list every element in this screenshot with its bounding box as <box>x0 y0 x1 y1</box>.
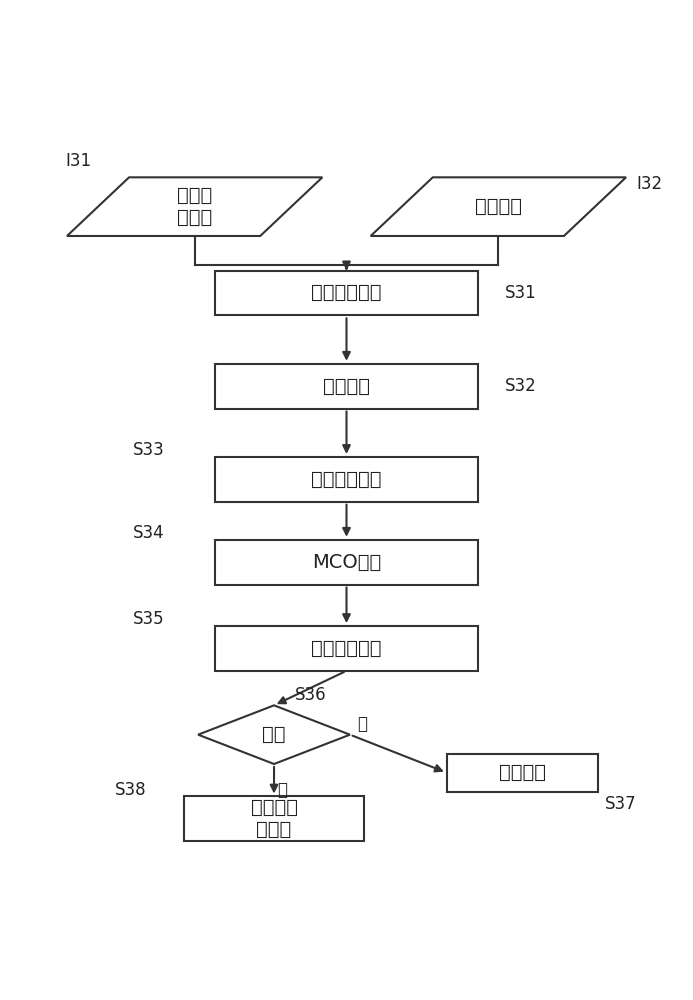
Text: 参考剂量分布: 参考剂量分布 <box>311 283 382 302</box>
Text: 否: 否 <box>277 781 288 799</box>
FancyBboxPatch shape <box>216 271 477 315</box>
Text: 选择: 选择 <box>262 725 286 744</box>
FancyBboxPatch shape <box>216 626 477 671</box>
Text: I31: I31 <box>65 152 91 170</box>
FancyBboxPatch shape <box>446 754 599 792</box>
Text: 置信区间: 置信区间 <box>475 197 522 216</box>
Text: 是: 是 <box>357 715 367 733</box>
Text: S37: S37 <box>605 795 637 813</box>
Text: 选择计划: 选择计划 <box>499 763 546 782</box>
Polygon shape <box>67 177 322 236</box>
FancyBboxPatch shape <box>216 457 477 502</box>
Text: S36: S36 <box>295 686 326 704</box>
Text: S38: S38 <box>115 781 147 799</box>
Text: 输入剂
量分布: 输入剂 量分布 <box>177 186 212 227</box>
Text: S34: S34 <box>132 524 164 542</box>
Text: MCO问题: MCO问题 <box>312 553 381 572</box>
Text: S31: S31 <box>505 284 537 302</box>
Text: 在计划之
间导航: 在计划之 间导航 <box>251 798 297 839</box>
FancyBboxPatch shape <box>216 540 477 585</box>
FancyBboxPatch shape <box>216 364 477 409</box>
Text: 生成计划集合: 生成计划集合 <box>311 639 382 658</box>
Text: 参考函数: 参考函数 <box>323 377 370 396</box>
FancyBboxPatch shape <box>184 796 364 841</box>
Text: 调整参数函数: 调整参数函数 <box>311 470 382 489</box>
Text: I32: I32 <box>636 175 663 193</box>
Text: S32: S32 <box>505 377 537 395</box>
Text: S35: S35 <box>132 610 164 628</box>
Polygon shape <box>198 705 350 764</box>
Text: S33: S33 <box>132 441 164 459</box>
Polygon shape <box>371 177 626 236</box>
